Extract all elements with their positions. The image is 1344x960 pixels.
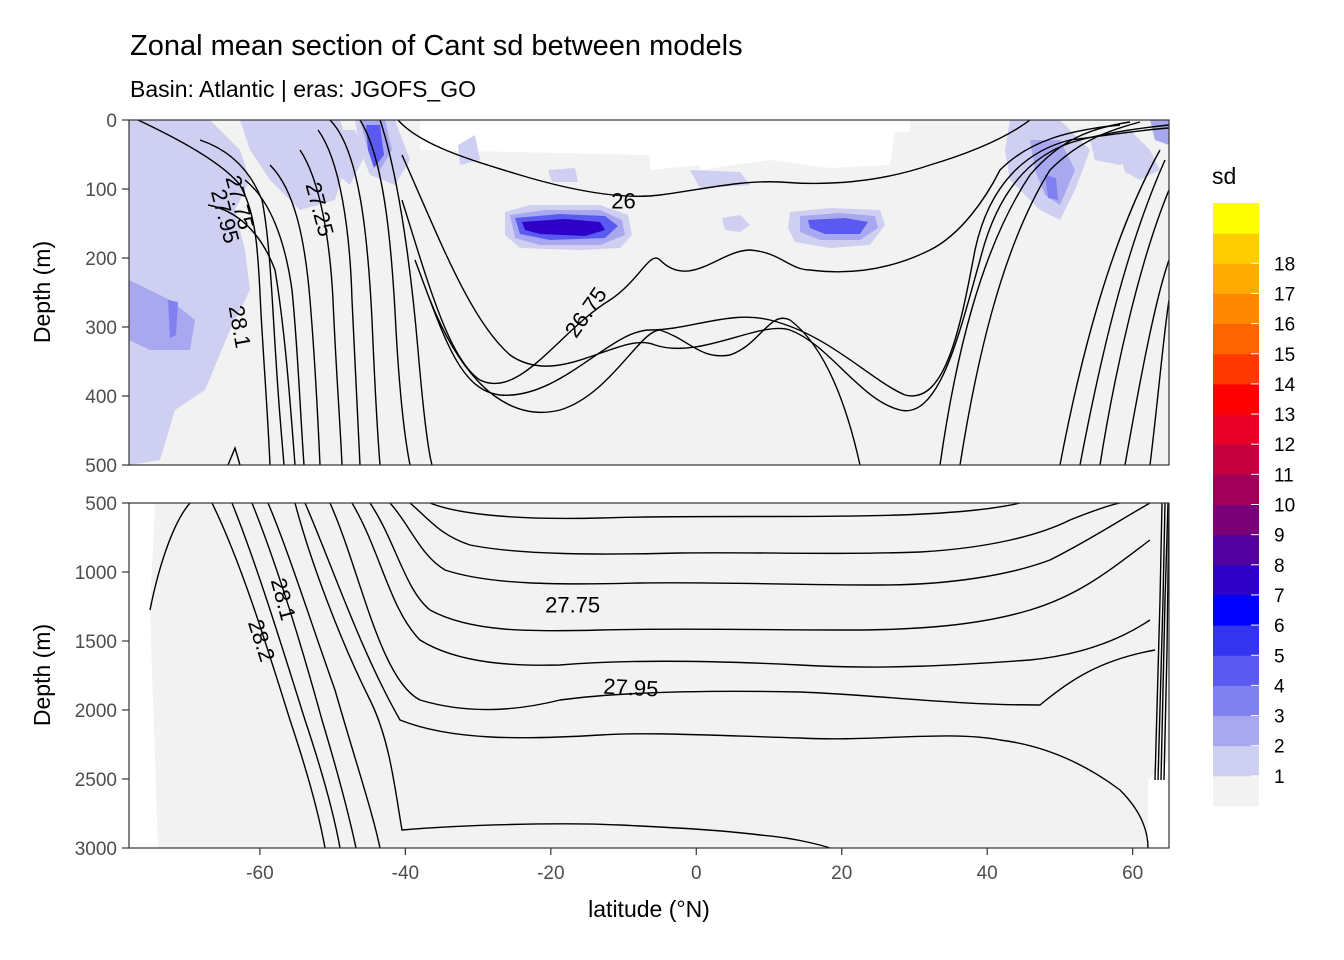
lower-panel-border <box>128 502 1170 849</box>
legend-label: 3 <box>1274 707 1285 728</box>
y-tick-label: 3000 <box>75 839 117 860</box>
legend-color-swatch <box>1213 203 1259 234</box>
legend-color-swatch <box>1213 625 1259 656</box>
lower-y-axis: 500 1000 1500 2000 2500 3000 <box>75 494 129 860</box>
legend-color-swatch <box>1213 655 1259 686</box>
y-tick-label: 500 <box>85 494 117 515</box>
lower-contours <box>149 503 1169 848</box>
legend-color-swatch <box>1213 534 1259 566</box>
x-tick-label: 20 <box>831 863 852 884</box>
legend-label: 7 <box>1274 586 1285 607</box>
legend-label: 4 <box>1274 676 1285 697</box>
legend-color-swatch <box>1213 383 1259 415</box>
y-tick-label: 500 <box>85 456 117 477</box>
legend-color-swatch <box>1213 353 1259 385</box>
x-tick-label: 60 <box>1122 863 1143 884</box>
legend-label: 9 <box>1274 526 1285 547</box>
contour-label: 27.95 <box>603 674 659 702</box>
legend-color-swatch <box>1213 775 1259 807</box>
upper-panel-border <box>128 119 1170 466</box>
x-axis-title: latitude (°N) <box>588 896 710 922</box>
y-tick-label: 2000 <box>75 701 117 722</box>
legend-label: 17 <box>1274 284 1295 305</box>
legend-label: 13 <box>1274 405 1295 426</box>
y-tick-label: 300 <box>85 318 117 339</box>
legend-title: sd <box>1212 163 1236 189</box>
x-tick-label: 40 <box>977 863 998 884</box>
lower-sd-field <box>129 503 1169 848</box>
legend-color-swatch <box>1213 444 1259 475</box>
legend-label: 8 <box>1274 556 1285 577</box>
lower-y-axis-title: Depth (m) <box>29 624 55 726</box>
legend-color-swatch <box>1213 233 1259 264</box>
x-tick-label: -40 <box>392 863 419 884</box>
y-tick-label: 200 <box>85 249 117 270</box>
y-tick-label: 0 <box>106 111 117 132</box>
chart-title: Zonal mean section of Cant sd between mo… <box>130 30 743 62</box>
legend-color-swatch <box>1213 564 1259 596</box>
legend-color-swatch <box>1213 414 1259 445</box>
y-tick-label: 1000 <box>75 563 117 584</box>
y-tick-label: 400 <box>85 387 117 408</box>
contour-label: 26 <box>611 189 635 214</box>
legend-color-swatch <box>1213 293 1259 325</box>
legend-label: 5 <box>1274 646 1285 667</box>
legend-color-swatch <box>1213 504 1259 536</box>
x-tick-label: 0 <box>691 863 702 884</box>
y-tick-label: 100 <box>85 180 117 201</box>
upper-y-axis-title: Depth (m) <box>29 241 55 343</box>
legend-label: 6 <box>1274 616 1285 637</box>
upper-contours <box>137 120 1169 465</box>
legend-color-swatch <box>1213 715 1259 747</box>
legend-color-swatch <box>1213 474 1259 505</box>
x-tick-label: -60 <box>246 863 273 884</box>
legend-color-swatch <box>1213 685 1259 717</box>
legend-label: 18 <box>1274 254 1295 275</box>
legend-label: 12 <box>1274 435 1295 456</box>
upper-sd-field <box>129 120 1169 465</box>
x-tick-label: -20 <box>537 863 564 884</box>
legend-label: 14 <box>1274 375 1296 396</box>
chart-subtitle: Basin: Atlantic | eras: JGOFS_GO <box>130 76 476 102</box>
legend-label: 11 <box>1274 465 1294 486</box>
legend-color-swatch <box>1213 745 1259 777</box>
legend-color-swatch <box>1213 263 1259 294</box>
upper-y-axis: 0 100 200 300 400 500 <box>85 111 129 477</box>
legend-label: 16 <box>1274 315 1295 336</box>
legend-label: 1 <box>1274 767 1285 788</box>
legend-color-swatch <box>1213 323 1259 355</box>
legend-label: 10 <box>1274 496 1295 517</box>
y-tick-label: 1500 <box>75 632 117 653</box>
y-tick-label: 2500 <box>75 770 117 791</box>
legend-color-swatch <box>1213 594 1259 626</box>
legend-label: 15 <box>1274 345 1295 366</box>
lower-panel-background <box>129 503 1169 848</box>
contour-label: 27.75 <box>545 592 600 617</box>
x-axis: -60 -40 -20 0 20 40 60 <box>246 848 1143 884</box>
legend-label: 2 <box>1274 737 1285 758</box>
